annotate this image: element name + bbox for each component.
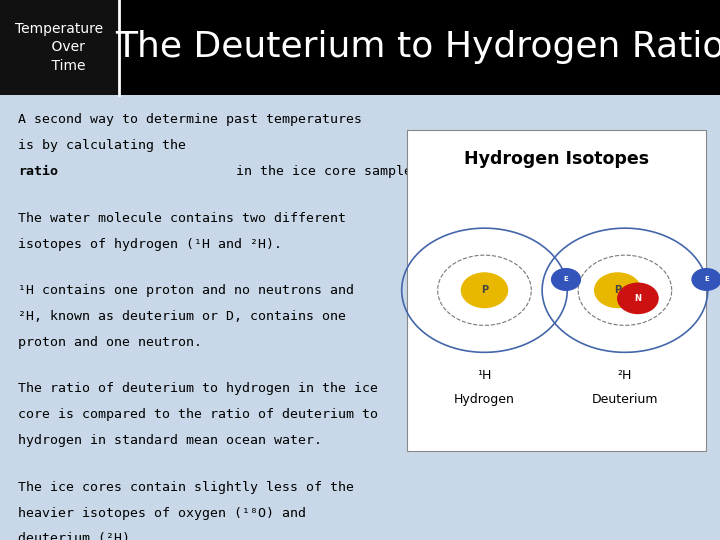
Circle shape bbox=[618, 283, 658, 313]
Text: hydrogen in standard mean ocean water.: hydrogen in standard mean ocean water. bbox=[18, 434, 322, 447]
Circle shape bbox=[462, 273, 508, 308]
Text: The water molecule contains two different: The water molecule contains two differen… bbox=[18, 212, 346, 225]
Text: E: E bbox=[564, 276, 568, 282]
Text: N: N bbox=[634, 294, 642, 303]
Bar bbox=[0, 0, 119, 94]
Text: deuterium (²H).: deuterium (²H). bbox=[18, 532, 138, 540]
Text: Deuterium: Deuterium bbox=[592, 393, 658, 406]
Circle shape bbox=[552, 269, 580, 291]
Text: E: E bbox=[704, 276, 709, 282]
Circle shape bbox=[692, 269, 720, 291]
Text: Hydrogen: Hydrogen bbox=[454, 393, 515, 406]
Text: proton and one neutron.: proton and one neutron. bbox=[18, 336, 202, 349]
Text: ²H: ²H bbox=[618, 369, 632, 382]
Text: The ice cores contain slightly less of the: The ice cores contain slightly less of t… bbox=[18, 481, 354, 494]
Bar bbox=[407, 130, 706, 451]
Text: isotopes of hydrogen (¹H and ²H).: isotopes of hydrogen (¹H and ²H). bbox=[18, 238, 282, 251]
Text: The ratio of deuterium to hydrogen in the ice: The ratio of deuterium to hydrogen in th… bbox=[18, 382, 378, 395]
Text: P: P bbox=[481, 285, 488, 295]
Text: is by calculating the: is by calculating the bbox=[18, 139, 194, 152]
Text: heavier isotopes of oxygen (¹⁸O) and: heavier isotopes of oxygen (¹⁸O) and bbox=[18, 507, 306, 519]
Text: P: P bbox=[614, 285, 621, 295]
Text: ¹H: ¹H bbox=[477, 369, 492, 382]
Text: Temperature
    Over
    Time: Temperature Over Time bbox=[15, 22, 104, 73]
Text: core is compared to the ratio of deuterium to: core is compared to the ratio of deuteri… bbox=[18, 408, 378, 421]
Text: The Deuterium to Hydrogen Ratio: The Deuterium to Hydrogen Ratio bbox=[114, 30, 720, 64]
Text: ratio: ratio bbox=[18, 165, 58, 178]
Text: in the ice core samples.: in the ice core samples. bbox=[228, 165, 428, 178]
Text: ¹H contains one proton and no neutrons and: ¹H contains one proton and no neutrons a… bbox=[18, 284, 354, 297]
Text: ²H, known as deuterium or D, contains one: ²H, known as deuterium or D, contains on… bbox=[18, 310, 346, 323]
Bar bbox=[0, 94, 720, 540]
Bar bbox=[119, 0, 720, 94]
Text: Hydrogen Isotopes: Hydrogen Isotopes bbox=[464, 150, 649, 168]
Circle shape bbox=[595, 273, 641, 308]
Text: A second way to determine past temperatures: A second way to determine past temperatu… bbox=[18, 113, 362, 126]
